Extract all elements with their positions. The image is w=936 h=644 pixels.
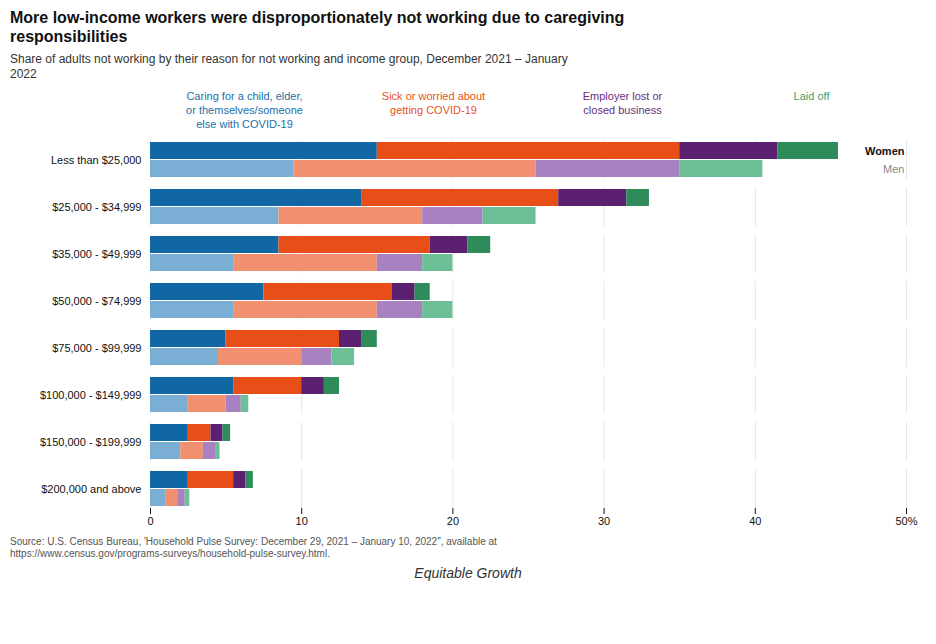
svg-text:$150,000 - $199,999: $150,000 - $199,999 (40, 435, 142, 447)
html-text:Source: U.S. Census Bureau, 'H: Source: U.S. Census Bureau, 'Household P… (10, 535, 497, 560)
svg-text:40: 40 (749, 515, 761, 527)
svg-text:30: 30 (598, 515, 610, 527)
svg-text:$200,000 and above: $200,000 and above (41, 482, 141, 494)
html-text:Sick or worried about getting: Sick or worried about getting COVID-19 (381, 90, 486, 117)
svg-text:10: 10 (296, 515, 308, 527)
html-text:More low-income workers were d: More low-income workers were disproporti… (10, 9, 625, 46)
svg-text:Less than $25,000: Less than $25,000 (51, 153, 142, 165)
svg-text:20: 20 (447, 515, 459, 527)
svg-text:$100,000 - $149,999: $100,000 - $149,999 (40, 388, 142, 400)
svg-text:$75,000 - $99,999: $75,000 - $99,999 (52, 341, 141, 353)
svg-text:Women: Women (865, 144, 905, 156)
svg-text:$25,000 - $34,999: $25,000 - $34,999 (52, 200, 141, 212)
html-text:Caring for a child, elder, or: Caring for a child, elder, or themselves… (186, 90, 303, 130)
html-text:Share of adults not working by: Share of adults not working by their rea… (10, 52, 568, 82)
html-text:Employer lost or closed busine: Employer lost or closed business (582, 90, 663, 117)
svg-text:$35,000 - $49,999: $35,000 - $49,999 (52, 247, 141, 259)
svg-text:Men: Men (883, 162, 904, 174)
svg-text:$50,000 - $74,999: $50,000 - $74,999 (52, 294, 141, 306)
svg-text:0: 0 (147, 515, 153, 527)
html-text:Laid off: Laid off (793, 90, 830, 103)
html-text:Equitable Growth: Equitable Growth (414, 564, 522, 581)
svg-text:50%: 50% (895, 515, 917, 527)
